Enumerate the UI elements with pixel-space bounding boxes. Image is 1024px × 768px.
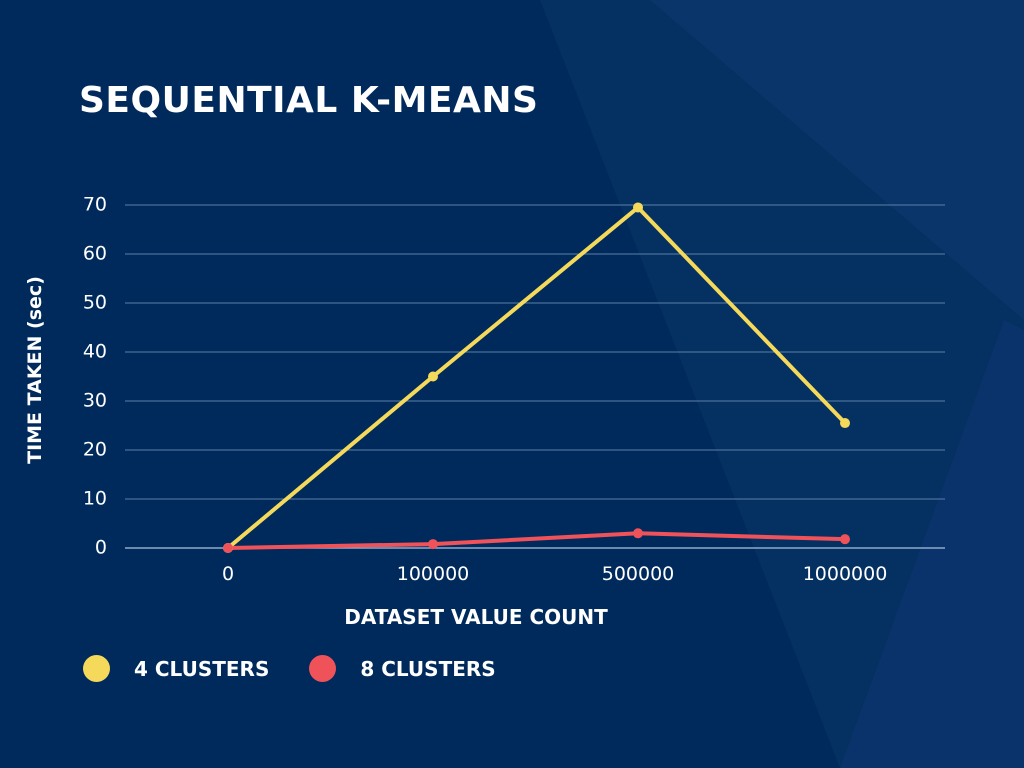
- data-point-s0-2: [633, 202, 643, 213]
- data-point-s1-1: [428, 539, 438, 550]
- series-lines: [223, 202, 850, 553]
- y-tick-label-10: 10: [83, 488, 107, 510]
- legend-label-4-clusters: 4 CLUSTERS: [134, 656, 270, 681]
- data-point-s1-2: [633, 528, 643, 539]
- legend-marker-4-clusters: [83, 655, 110, 682]
- y-tick-label-50: 50: [83, 292, 107, 314]
- y-tick-label-0: 0: [95, 537, 107, 559]
- series-line-0: [226, 205, 847, 550]
- legend: 4 CLUSTERS 8 CLUSTERS: [83, 655, 536, 682]
- legend-item-4-clusters: 4 CLUSTERS: [83, 655, 269, 682]
- x-tick-label-100000: 100000: [397, 563, 470, 585]
- y-tick-label-60: 60: [83, 243, 107, 265]
- chart-title: SEQUENTIAL K-MEANS: [79, 80, 539, 121]
- data-point-s1-3: [840, 534, 850, 545]
- x-axis-label: DATASET VALUE COUNT: [344, 605, 608, 629]
- y-axis-ticks: 0 10 20 30 40 50 60 70: [83, 194, 107, 559]
- data-point-s0-3: [840, 418, 850, 429]
- grid-lines: [125, 204, 945, 549]
- legend-label-8-clusters: 8 CLUSTERS: [360, 656, 496, 681]
- series-line-1: [226, 531, 847, 550]
- data-point-s1-0: [223, 543, 233, 553]
- legend-item-8-clusters: 8 CLUSTERS: [309, 655, 496, 682]
- x-tick-label-500000: 500000: [602, 563, 675, 585]
- y-axis-label: TIME TAKEN (sec): [24, 276, 46, 464]
- data-point-s0-1: [428, 371, 438, 382]
- x-axis-ticks: 0 100000 500000 1000000: [222, 563, 887, 585]
- x-tick-label-0: 0: [222, 563, 234, 585]
- y-tick-label-30: 30: [83, 390, 107, 412]
- legend-marker-8-clusters: [309, 655, 337, 682]
- y-tick-label-70: 70: [83, 194, 107, 216]
- y-tick-label-40: 40: [83, 341, 107, 363]
- x-tick-label-1000000: 1000000: [803, 563, 888, 585]
- y-tick-label-20: 20: [83, 439, 107, 461]
